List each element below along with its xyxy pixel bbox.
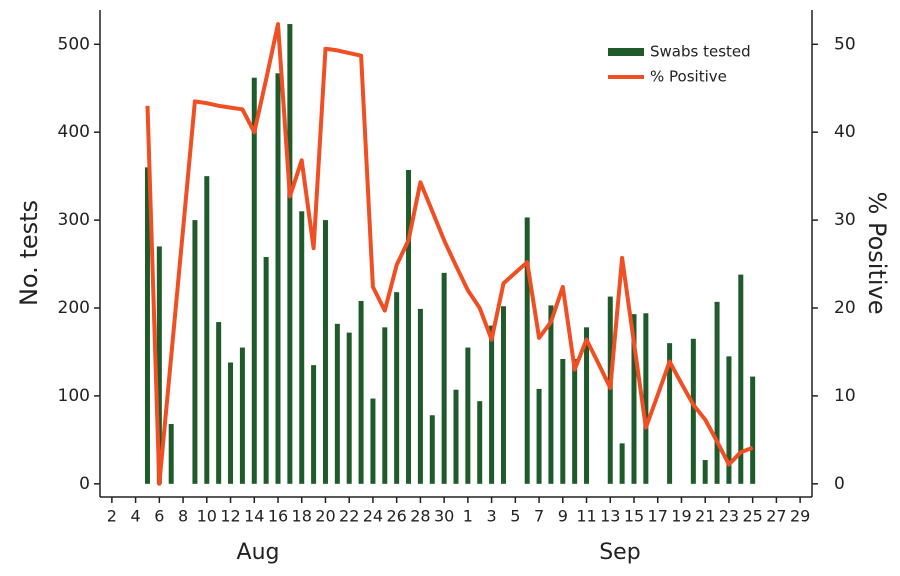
x-tick-label: 10 (197, 507, 217, 526)
bar (643, 313, 649, 484)
bar (394, 292, 400, 484)
line (145, 22, 754, 486)
y-tick-label: 500 (58, 34, 90, 54)
y2-tick-label: 0 (834, 474, 845, 494)
bar (144, 167, 150, 484)
bar (726, 356, 732, 484)
bar (287, 24, 293, 484)
bar (453, 389, 459, 484)
y2-tick-label: 30 (834, 210, 856, 230)
bar (334, 323, 340, 484)
legend-swatch (608, 48, 644, 56)
month-label: Sep (599, 540, 640, 565)
x-tick-label: 13 (600, 507, 620, 526)
bar (619, 443, 625, 484)
bar (441, 272, 447, 484)
bar (548, 305, 554, 484)
bar (714, 301, 720, 484)
y2-tick-label: 40 (834, 122, 856, 142)
bar (477, 401, 483, 484)
y-tick-label: 200 (58, 298, 90, 318)
bar (584, 327, 590, 484)
bar (322, 220, 328, 484)
y-tick-label: 400 (58, 122, 90, 142)
x-tick-label: 6 (154, 507, 164, 526)
bar (750, 376, 756, 484)
x-tick-label: 17 (648, 507, 668, 526)
bar (299, 211, 305, 484)
bar (572, 358, 578, 484)
bar (239, 347, 245, 484)
bar (370, 398, 376, 484)
bar (500, 306, 506, 484)
x-tick-label: 14 (244, 507, 264, 526)
x-tick-label: 8 (178, 507, 188, 526)
x-tick-label: 28 (410, 507, 430, 526)
bar (690, 338, 696, 484)
y2-tick-label: 20 (834, 298, 856, 318)
x-tick-label: 4 (131, 507, 141, 526)
x-tick-label: 1 (463, 507, 473, 526)
bar (382, 327, 388, 484)
bar (358, 300, 364, 484)
bar (429, 415, 435, 484)
y-tick-label: 0 (79, 474, 90, 494)
x-tick-label: 15 (624, 507, 644, 526)
y-axis-title: No. tests (15, 200, 43, 306)
bar (228, 362, 234, 484)
x-tick-label: 16 (268, 507, 288, 526)
y-tick-label: 300 (58, 210, 90, 230)
x-tick-label: 20 (315, 507, 335, 526)
x-tick-label: 25 (742, 507, 762, 526)
bar (216, 322, 222, 484)
bar (263, 257, 269, 484)
x-tick-label: 27 (766, 507, 786, 526)
x-tick-label: 7 (534, 507, 544, 526)
bar (406, 169, 412, 484)
x-tick-label: 3 (487, 507, 497, 526)
bar (702, 460, 708, 484)
x-tick-label: 9 (558, 507, 568, 526)
bar (607, 296, 613, 484)
bar (738, 274, 744, 484)
bar (204, 176, 210, 484)
bar (311, 365, 317, 484)
x-tick-label: 12 (220, 507, 240, 526)
bar (524, 217, 530, 484)
bar (560, 358, 566, 484)
bar (489, 325, 495, 484)
x-tick-label: 22 (339, 507, 359, 526)
x-tick-label: 21 (695, 507, 715, 526)
x-tick-label: 24 (363, 507, 383, 526)
x-tick-label: 30 (434, 507, 454, 526)
bar (168, 424, 174, 484)
bar (667, 343, 673, 484)
x-tick-label: 2 (107, 507, 117, 526)
x-tick-label: 18 (292, 507, 312, 526)
y-tick-label: 100 (58, 386, 90, 406)
x-tick-label: 26 (386, 507, 406, 526)
month-label: Aug (237, 540, 280, 565)
x-tick-label: 29 (790, 507, 810, 526)
bar (192, 220, 198, 484)
bar (346, 332, 352, 484)
bar (156, 246, 162, 484)
bar (275, 73, 281, 484)
legend-label: % Positive (650, 68, 727, 86)
x-tick-label: 5 (510, 507, 520, 526)
bar (631, 314, 637, 484)
bar (536, 388, 542, 484)
x-tick-label: 23 (719, 507, 739, 526)
bar (465, 347, 471, 484)
y2-tick-label: 50 (834, 34, 856, 54)
legend-label: Swabs tested (650, 43, 751, 61)
bar (251, 77, 257, 484)
x-tick-label: 19 (671, 507, 691, 526)
bar (417, 308, 423, 484)
y2-tick-label: 10 (834, 386, 856, 406)
x-tick-label: 11 (576, 507, 596, 526)
y2-axis-title: % Positive (863, 192, 891, 315)
